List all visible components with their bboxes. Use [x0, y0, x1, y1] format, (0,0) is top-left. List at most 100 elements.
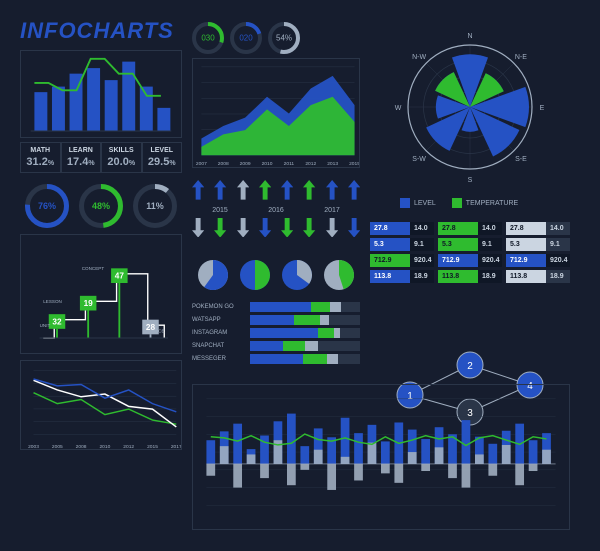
polar-chart: N N-E E S-E S S-W W N-W — [372, 22, 568, 192]
pie-chart — [324, 260, 354, 290]
arrow-dn-icon — [303, 218, 315, 243]
vtable-cell: 712.9920.4 — [506, 254, 570, 267]
svg-text:2005: 2005 — [52, 444, 63, 449]
column-chart — [20, 50, 182, 138]
svg-text:2008: 2008 — [76, 444, 87, 449]
arrow-dn-icon — [281, 218, 293, 243]
arrow-up-icon — [192, 180, 204, 205]
horizontal-bars: POKEMON GO WATSAPP INSTAGRAM SNAPCHAT MESSEG… — [192, 302, 360, 367]
gauges-row: 76%48%11% — [20, 182, 182, 230]
stat-value: 31.2% — [25, 156, 56, 168]
hbar-row: SNAPCHAT — [192, 341, 360, 351]
svg-text:32: 32 — [52, 317, 62, 326]
hbar-label: INSTAGRAM — [192, 330, 250, 336]
svg-text:2: 2 — [467, 361, 473, 372]
arrow-up-icon — [214, 180, 226, 205]
svg-text:2015: 2015 — [349, 161, 359, 167]
arrow-dn-icon — [259, 218, 271, 243]
arrows-grid: 2015 2016 2017 — [192, 176, 360, 242]
mini-donut: 020 — [230, 22, 262, 54]
stat-cell: LEARN 17.4% — [61, 142, 102, 173]
hbar-label: SNAPCHAT — [192, 343, 250, 349]
svg-text:E: E — [540, 105, 545, 112]
stat-value: 20.0% — [106, 156, 137, 168]
svg-text:N-E: N-E — [515, 54, 527, 61]
vtable-cell: 5.39.1 — [506, 238, 570, 251]
arrow-up-icon — [237, 180, 249, 205]
page-title: INFOCHARTS — [20, 18, 174, 44]
polar-legend: LEVELTEMPERATURE — [400, 198, 518, 208]
svg-text:N-W: N-W — [412, 54, 426, 61]
svg-text:UNIT: UNIT — [40, 323, 51, 328]
combo-chart — [192, 384, 570, 530]
svg-text:2008: 2008 — [218, 161, 229, 167]
stat-value: 29.5% — [147, 156, 178, 168]
arrow-dn-icon — [237, 218, 249, 243]
mini-donuts: 03002054% — [192, 22, 302, 54]
arrow-year-label: 2015 — [212, 207, 228, 214]
area-chart: 20072008200920102011201220132015 — [192, 58, 360, 168]
line-chart: 2003 2005 2008 2010 2012 2015 2017 — [20, 360, 182, 450]
pie-row — [192, 260, 360, 290]
hbar-label: WATSAPP — [192, 317, 250, 323]
svg-text:2011: 2011 — [284, 161, 295, 167]
hbar-row: POKEMON GO — [192, 302, 360, 312]
svg-text:2007: 2007 — [196, 161, 207, 167]
vtable-cell: 27.814.0 — [370, 222, 434, 235]
stats-table: MATH 31.2% LEARN 17.4% SKILLS 20.0% LEVEL 29.5% — [20, 142, 182, 173]
arrow-up-icon — [281, 180, 293, 205]
vtable-cell: 712.9920.4 — [370, 254, 434, 267]
hbar-row: MESSEGER — [192, 354, 360, 364]
svg-text:2010: 2010 — [262, 161, 273, 167]
mini-donut: 030 — [192, 22, 224, 54]
svg-text:N: N — [467, 33, 472, 40]
svg-text:2003: 2003 — [28, 444, 39, 449]
svg-text:W: W — [395, 105, 402, 112]
gauge: 11% — [133, 184, 177, 228]
vtable-cell: 113.818.9 — [506, 270, 570, 283]
svg-text:2009: 2009 — [240, 161, 251, 167]
stat-cell: SKILLS 20.0% — [101, 142, 142, 173]
vtable-cell: 5.39.1 — [370, 238, 434, 251]
arrow-up-icon — [326, 180, 338, 205]
gauge: 48% — [79, 184, 123, 228]
hbar-label: POKEMON GO — [192, 304, 250, 310]
svg-text:S-E: S-E — [515, 156, 527, 163]
vtable-cell: 5.39.1 — [438, 238, 502, 251]
svg-text:S-W: S-W — [412, 156, 426, 163]
arrow-up-icon — [259, 180, 271, 205]
svg-text:S: S — [468, 177, 473, 184]
arrow-dn-icon — [214, 218, 226, 243]
svg-text:2017: 2017 — [171, 444, 181, 449]
vtable-cell: 27.814.0 — [506, 222, 570, 235]
svg-text:2010: 2010 — [99, 444, 110, 449]
arrow-year-label: 2017 — [324, 207, 340, 214]
svg-text:PLACE: PLACE — [150, 329, 165, 334]
svg-text:47: 47 — [115, 271, 125, 280]
svg-text:2015: 2015 — [147, 444, 158, 449]
svg-text:2013: 2013 — [327, 161, 338, 167]
arrow-dn-icon — [192, 218, 204, 243]
value-table: 27.814.027.814.027.814.05.39.15.39.15.39… — [370, 222, 570, 286]
stat-label: LEARN — [66, 147, 97, 154]
stat-label: SKILLS — [106, 147, 137, 154]
arrow-dn-icon — [348, 218, 360, 243]
svg-text:CONCEPT: CONCEPT — [82, 266, 105, 271]
vtable-cell: 113.818.9 — [438, 270, 502, 283]
stat-cell: LEVEL 29.5% — [142, 142, 183, 173]
legend-item: LEVEL — [400, 198, 436, 208]
stat-cell: MATH 31.2% — [20, 142, 61, 173]
mini-donut: 54% — [268, 22, 300, 54]
arrow-up-icon — [303, 180, 315, 205]
svg-text:2012: 2012 — [123, 444, 134, 449]
vtable-cell: 113.818.9 — [370, 270, 434, 283]
stat-label: LEVEL — [147, 147, 178, 154]
hbar-row: WATSAPP — [192, 315, 360, 325]
step-chart: 32194728UNITLESSONCONCEPTPLACE — [20, 234, 182, 354]
stat-value: 17.4% — [66, 156, 97, 168]
stat-label: MATH — [25, 147, 56, 154]
svg-text:19: 19 — [84, 299, 94, 308]
svg-text:LESSON: LESSON — [43, 299, 62, 304]
pie-chart — [198, 260, 228, 290]
arrow-year-label: 2016 — [268, 207, 284, 214]
